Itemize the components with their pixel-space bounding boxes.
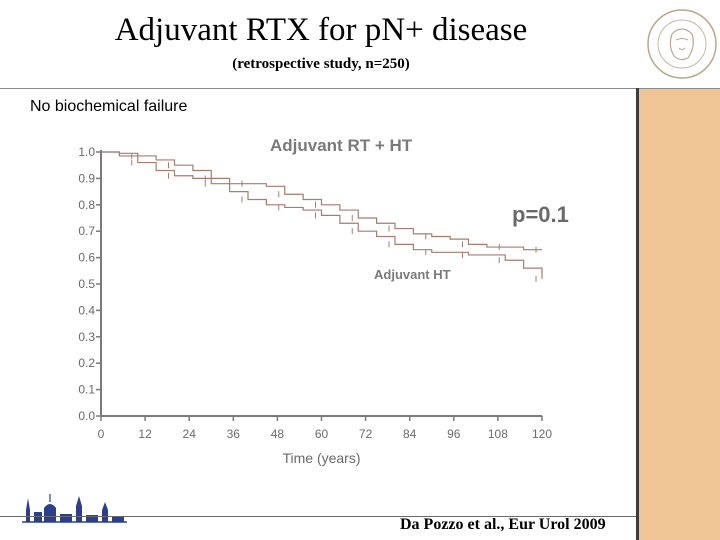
chart-axes: 0.0 0.1 0.2 0.3 0.4 0.5 0.6 0.7 0.8 0.9 1.0 0 12 24 36… [78,145,552,441]
series-label-ht: Adjuvant HT [374,267,451,282]
x-tick-label: 36 [227,427,241,441]
y-tick-label: 0.4 [78,303,95,317]
y-tick-label: 0.8 [78,198,95,212]
x-tick-label: 0 [98,427,105,441]
series-label-rt-ht: Adjuvant RT + HT [270,136,413,155]
x-tick-label: 84 [403,427,417,441]
x-tick-label: 48 [271,427,285,441]
x-tick-label: 24 [183,427,197,441]
survival-chart: 0.0 0.1 0.2 0.3 0.4 0.5 0.6 0.7 0.8 0.9 1.0 0 12 24 36… [78,136,569,466]
carus-seal-logo [647,9,717,79]
footer-divider [0,516,636,517]
slide-subtitle: (retrospective study, n=250) [232,56,410,72]
y-tick-label: 0.1 [78,383,95,397]
y-tick-label: 0.6 [78,251,95,265]
x-axis-label: Time (years) [282,450,360,466]
x-tick-label: 72 [359,427,373,441]
sidebar-panel [639,89,720,540]
p-value-annotation: p=0.1 [512,202,569,227]
x-tick-label: 96 [447,427,461,441]
x-tick-label: 108 [488,427,508,441]
y-tick-label: 0.5 [78,277,95,291]
citation: Da Pozzo et al., Eur Urol 2009 [400,516,606,533]
y-tick-label: 1.0 [78,145,95,159]
y-tick-label: 0.3 [78,330,95,344]
y-axis-caption: No biochemical failure [30,98,188,115]
series-line-rt-ht [101,151,542,251]
sidebar-divider [636,88,639,540]
chart-labels: Time (years) Adjuvant RT + HT Adjuvant HT p… [270,136,569,466]
dresden-skyline-logo [22,494,127,523]
y-tick-label: 0.9 [78,171,95,185]
y-tick-label: 0.7 [78,224,95,238]
slide-title: Adjuvant RTX for pN+ disease [114,12,528,48]
x-tick-label: 120 [532,427,552,441]
series-line-ht [101,151,543,279]
y-tick-label: 0.2 [78,356,95,370]
chart-series [101,151,543,282]
x-tick-label: 60 [315,427,329,441]
y-tick-label: 0.0 [78,409,95,423]
header-divider [0,88,720,89]
x-tick-label: 12 [138,427,152,441]
